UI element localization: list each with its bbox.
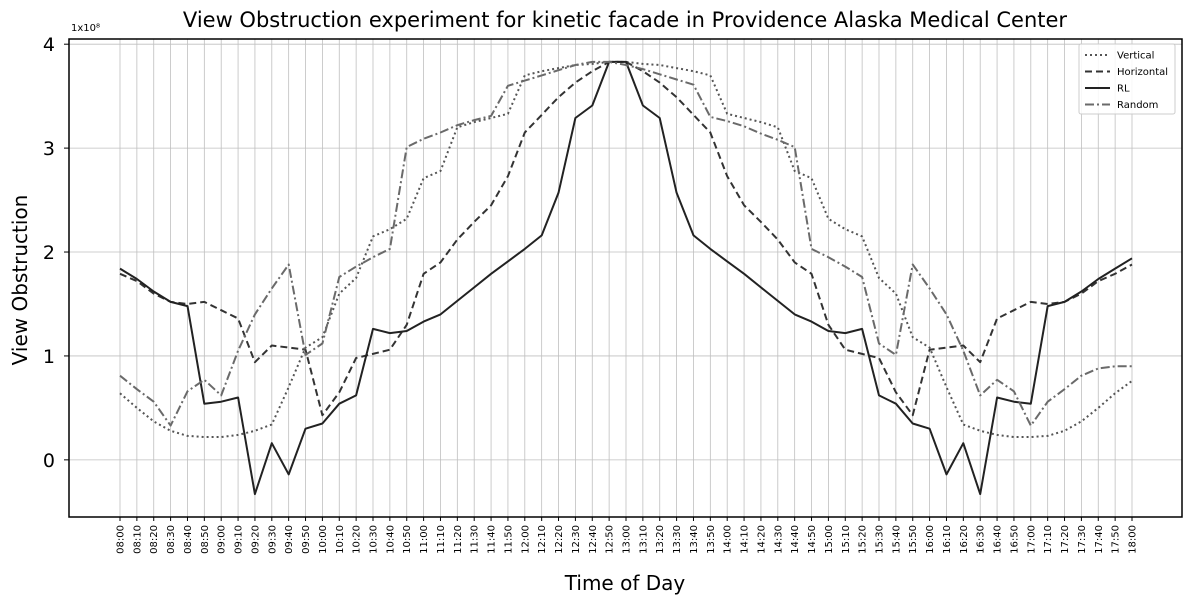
x-tick-label: 16:00	[925, 525, 936, 554]
x-tick-label: 10:40	[385, 525, 396, 554]
x-tick-label: 08:30	[166, 525, 177, 554]
y-tick-label: 4	[43, 34, 55, 56]
x-tick-label: 16:30	[976, 525, 987, 554]
x-tick-label: 08:50	[200, 525, 211, 554]
x-tick-label: 14:20	[756, 525, 767, 554]
x-tick-label: 18:00	[1128, 525, 1139, 554]
x-tick-label: 12:30	[571, 525, 582, 554]
x-tick-label: 15:40	[891, 525, 902, 554]
x-tick-label: 12:20	[554, 525, 565, 554]
x-tick-label: 09:40	[284, 525, 295, 554]
x-tick-label: 08:40	[183, 525, 194, 554]
x-tick-label: 11:00	[419, 525, 430, 554]
x-tick-label: 14:40	[790, 525, 801, 554]
y-tick-label: 3	[43, 138, 55, 160]
ticks: 08:00 08:10 08:20 08:30 08:40 08:50 09:00 09:10…	[43, 34, 1139, 554]
x-tick-label: 09:00	[217, 525, 228, 554]
x-tick-label: 17:40	[1094, 525, 1105, 554]
x-tick-label: 16:20	[959, 525, 970, 554]
x-tick-label: 15:50	[908, 525, 919, 554]
legend-label-horizontal: Horizontal	[1117, 67, 1168, 78]
x-tick-label: 10:10	[335, 525, 346, 554]
x-tick-label: 16:10	[942, 525, 953, 554]
series-lines	[119, 60, 1133, 496]
x-tick-label: 10:00	[318, 525, 329, 554]
x-tick-label: 13:10	[638, 525, 649, 554]
x-tick-label: 09:10	[234, 525, 245, 554]
chart-title: View Obstruction experiment for kinetic …	[183, 8, 1068, 32]
x-tick-label: 11:30	[470, 525, 481, 554]
x-tick-label: 13:50	[706, 525, 717, 554]
legend-label-rl: RL	[1117, 84, 1130, 95]
x-tick-label: 12:40	[588, 525, 599, 554]
x-tick-label: 11:20	[453, 525, 464, 554]
y-scale-label: 1x10⁸	[71, 23, 100, 34]
x-tick-label: 14:10	[740, 525, 751, 554]
series-line-rl	[119, 60, 1133, 496]
y-axis-label: View Obstruction	[8, 195, 32, 366]
x-tick-label: 12:50	[605, 525, 616, 554]
grid	[69, 39, 1182, 517]
y-tick-label: 2	[43, 242, 55, 264]
x-tick-label: 08:00	[116, 525, 127, 554]
x-tick-label: 15:20	[858, 525, 869, 554]
x-tick-label: 17:20	[1060, 525, 1071, 554]
x-tick-label: 10:20	[352, 525, 363, 554]
x-tick-label: 17:50	[1111, 525, 1122, 554]
x-tick-label: 13:00	[622, 525, 633, 554]
x-tick-label: 08:20	[149, 525, 160, 554]
x-tick-label: 12:00	[520, 525, 531, 554]
series-line-random	[119, 60, 1132, 427]
x-tick-label: 15:00	[824, 525, 835, 554]
x-tick-label: 15:10	[841, 525, 852, 554]
x-tick-label: 14:30	[773, 525, 784, 554]
x-tick-label: 10:50	[402, 525, 413, 554]
x-tick-label: 13:20	[655, 525, 666, 554]
x-tick-label: 11:10	[436, 525, 447, 554]
x-tick-label: 14:00	[723, 525, 734, 554]
x-tick-label: 17:00	[1026, 525, 1037, 554]
x-tick-label: 09:30	[267, 525, 278, 554]
x-tick-label: 16:40	[993, 525, 1004, 554]
y-tick-label: 0	[43, 450, 55, 472]
x-tick-label: 13:30	[672, 525, 683, 554]
legend-box	[1078, 43, 1176, 115]
x-tick-label: 09:50	[301, 525, 312, 554]
legend-label-vertical: Vertical	[1117, 51, 1154, 62]
x-tick-label: 11:40	[487, 525, 498, 554]
x-tick-label: 13:40	[689, 525, 700, 554]
x-tick-label: 16:50	[1009, 525, 1020, 554]
y-tick-label: 1	[43, 346, 55, 368]
x-tick-label: 17:10	[1043, 525, 1054, 554]
x-tick-label: 12:10	[537, 525, 548, 554]
legend: Vertical Horizontal RL Random	[1078, 43, 1176, 115]
x-tick-label: 10:30	[369, 525, 380, 554]
x-tick-label: 08:10	[132, 525, 143, 554]
x-tick-label: 14:50	[807, 525, 818, 554]
x-tick-label: 09:20	[250, 525, 261, 554]
legend-label-random: Random	[1117, 100, 1158, 111]
x-tick-label: 11:50	[503, 525, 514, 554]
x-axis-label: Time of Day	[564, 571, 686, 595]
x-tick-label: 17:30	[1077, 525, 1088, 554]
plot-frame	[68, 38, 1183, 518]
x-tick-label: 15:30	[875, 525, 886, 554]
